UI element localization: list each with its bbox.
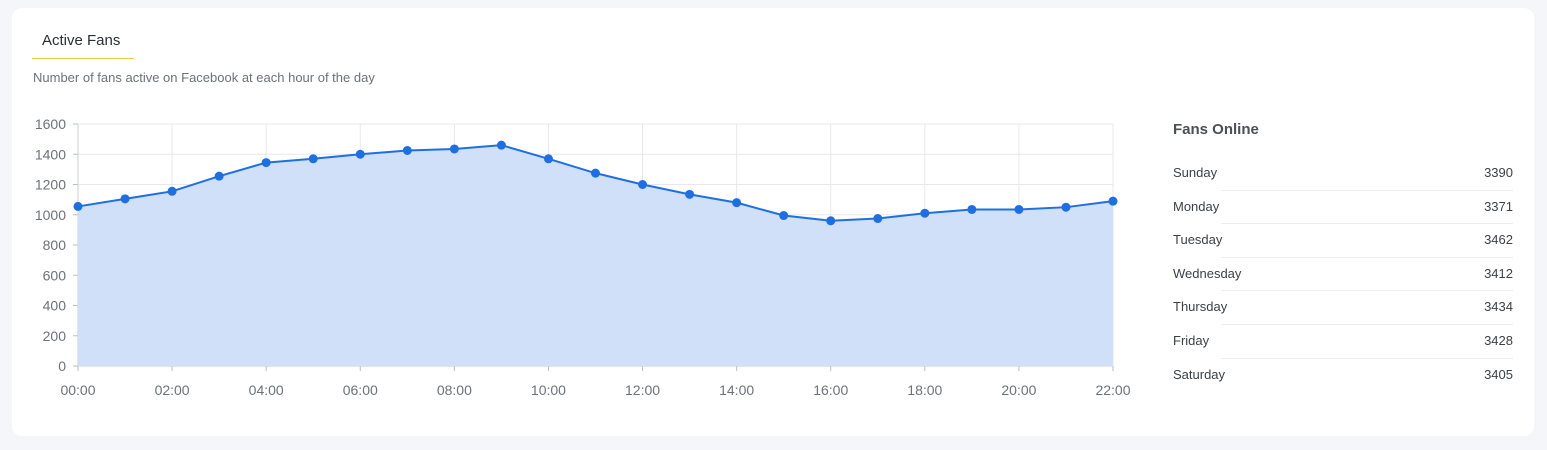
- data-point-1000: [543, 154, 553, 164]
- day-value: 3434: [1484, 299, 1513, 315]
- fans-online-row-sunday: Sunday 3390: [1173, 157, 1513, 191]
- data-point-2000: [1014, 204, 1024, 214]
- data-point-1600: [826, 216, 836, 226]
- y-tick-label: 400: [43, 298, 67, 314]
- fans-online-title: Fans Online: [1173, 121, 1259, 138]
- day-value: 3390: [1484, 165, 1513, 180]
- fans-online-row-saturday: Saturday 3405: [1173, 359, 1513, 393]
- data-point-1100: [591, 168, 600, 178]
- data-point-0200: [167, 186, 177, 196]
- day-value: 3371: [1484, 198, 1513, 214]
- tab-active-fans-label: Active Fans: [42, 32, 121, 49]
- day-name: Monday: [1173, 198, 1220, 214]
- row-divider: [1221, 323, 1513, 325]
- data-point-0800: [449, 144, 459, 154]
- data-point-2200: [1108, 196, 1118, 206]
- data-point-2100: [1061, 202, 1071, 212]
- y-tick-label: 200: [43, 328, 67, 344]
- data-point-1700: [873, 214, 883, 224]
- chart-subtitle: Number of fans active on Facebook at eac…: [33, 70, 375, 85]
- row-divider: [1221, 290, 1513, 292]
- fans-online-row-tuesday: Tuesday 3462: [1173, 224, 1513, 258]
- x-tick-label: 18:00: [907, 382, 942, 398]
- y-tick-label: 800: [43, 237, 67, 253]
- row-divider: [1221, 357, 1513, 359]
- data-point-1900: [967, 204, 977, 214]
- x-tick-label: 20:00: [1001, 382, 1036, 398]
- row-divider: [1221, 189, 1513, 191]
- x-tick-label: 22:00: [1095, 382, 1130, 398]
- y-tick-label: 1200: [35, 177, 66, 193]
- data-point-1800: [920, 208, 930, 218]
- x-tick-label: 08:00: [437, 382, 472, 398]
- day-value: 3412: [1484, 265, 1513, 281]
- data-point-0600: [355, 149, 365, 159]
- fans-online-row-friday: Friday 3428: [1173, 325, 1513, 359]
- series-area: [78, 145, 1113, 366]
- data-point-1200: [638, 180, 648, 189]
- x-tick-label: 02:00: [155, 382, 190, 398]
- active-fans-card: Active Fans Number of fans active on Fac…: [12, 8, 1534, 436]
- data-point-0500: [308, 154, 318, 164]
- y-tick-label: 1600: [35, 116, 66, 132]
- y-tick-label: 0: [58, 358, 66, 374]
- day-name: Thursday: [1173, 299, 1228, 315]
- x-tick-label: 00:00: [60, 382, 95, 398]
- y-tick-label: 600: [43, 267, 67, 283]
- data-point-0300: [214, 171, 224, 181]
- day-value: 3462: [1484, 232, 1513, 248]
- fans-online-row-wednesday: Wednesday 3412: [1173, 258, 1513, 292]
- day-name: Saturday: [1173, 366, 1226, 382]
- row-divider: [1221, 223, 1513, 225]
- x-tick-label: 06:00: [343, 382, 378, 398]
- x-tick-label: 04:00: [249, 382, 284, 398]
- x-tick-label: 16:00: [813, 382, 848, 398]
- day-name: Tuesday: [1173, 232, 1223, 248]
- day-value: 3405: [1484, 366, 1513, 382]
- data-point-1500: [779, 211, 789, 221]
- fans-online-row-monday: Monday 3371: [1173, 191, 1513, 225]
- day-name: Sunday: [1173, 165, 1218, 180]
- data-point-0100: [120, 194, 130, 204]
- x-tick-label: 12:00: [625, 382, 660, 398]
- data-point-1400: [732, 198, 742, 208]
- x-tick-label: 14:00: [719, 382, 754, 398]
- day-name: Wednesday: [1173, 265, 1242, 281]
- tab-active-fans[interactable]: Active Fans: [32, 30, 134, 59]
- data-point-0900: [496, 140, 506, 150]
- data-point-0400: [261, 158, 271, 168]
- x-tick-label: 10:00: [531, 382, 566, 398]
- fans-online-row-thursday: Thursday 3434: [1173, 291, 1513, 325]
- data-point-1300: [685, 189, 695, 199]
- y-tick-label: 1400: [35, 146, 66, 162]
- y-tick-label: 1000: [35, 207, 66, 223]
- data-point-0000: [73, 201, 83, 211]
- day-name: Friday: [1173, 332, 1210, 348]
- row-divider: [1221, 256, 1513, 258]
- day-value: 3428: [1484, 332, 1513, 348]
- data-point-0700: [402, 145, 412, 155]
- fans-online-list: Sunday 3390 Monday 3371 Tuesday 3462 Wednesday…: [1173, 157, 1513, 392]
- active-fans-chart: 0 200 400 600 800 1000 1200 1400 1600 00:00 02:00 0…: [35, 116, 1131, 398]
